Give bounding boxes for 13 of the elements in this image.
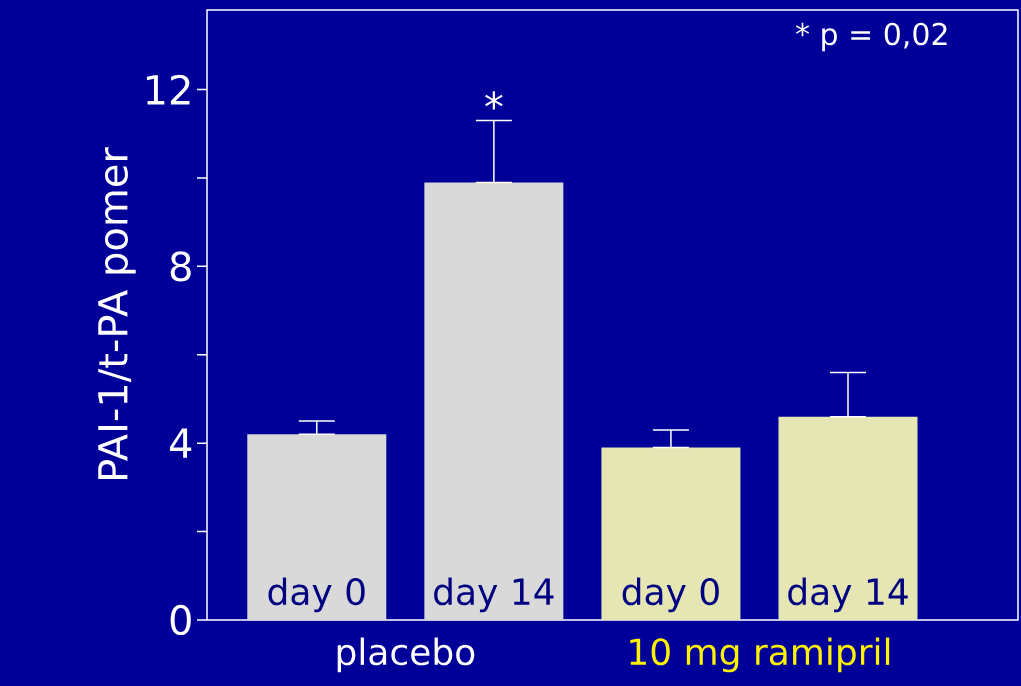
annotation: * xyxy=(485,91,503,110)
series-label: placebo xyxy=(337,637,475,673)
x-tick-label: day 14 xyxy=(434,577,554,613)
y-tick-label: 12 xyxy=(146,74,190,105)
y-tick-label: 4 xyxy=(169,428,192,458)
y-tick-label: 8 xyxy=(170,251,191,282)
annotation: * p = 0,02 xyxy=(795,22,947,52)
x-tick-label: day 14 xyxy=(788,577,908,613)
x-tick-label: day 0 xyxy=(268,577,365,613)
series-label: 10 mg ramipril xyxy=(630,637,890,673)
x-tick-label: day 0 xyxy=(622,577,719,613)
y-axis-title: PAI-1/t-PA pomer xyxy=(98,147,136,479)
y-tick-label: 0 xyxy=(170,604,191,636)
